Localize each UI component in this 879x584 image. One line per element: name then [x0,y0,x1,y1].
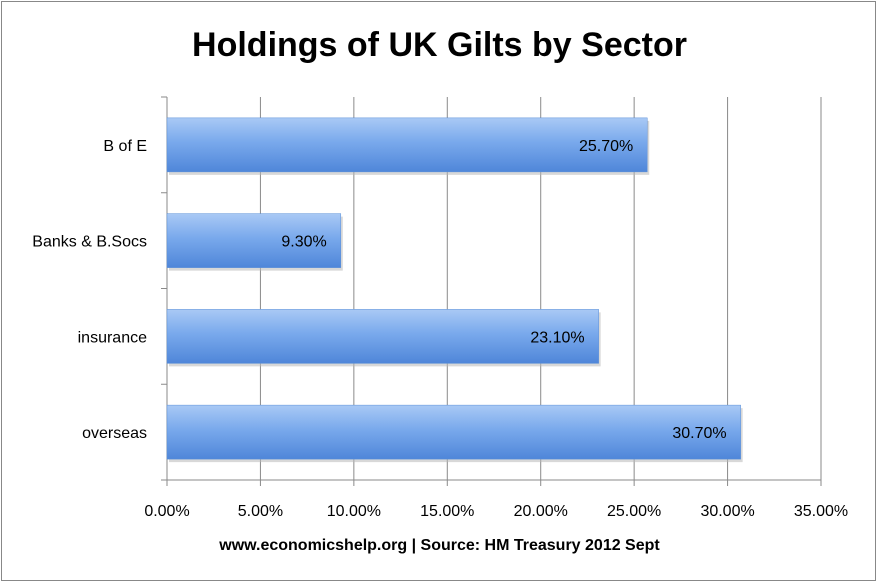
value-label-2: 23.10% [530,329,584,346]
bar-1 [166,213,342,268]
value-label-0: 25.70% [579,138,633,155]
x-tick-label-2: 10.00% [327,503,381,520]
category-labels: B of E Banks & B.Socs insurance overseas [32,138,147,442]
bar-series: 25.70% 9.30% 23.10% 30.70% [166,117,743,463]
bar-2 [166,309,599,364]
x-tick-label-3: 15.00% [420,503,474,520]
x-tick-labels: 0.00% 5.00% 10.00% 15.00% 20.00% 25.00% 30.00%… [144,503,848,520]
x-tick-label-6: 30.00% [700,503,754,520]
x-tick-label-4: 20.00% [514,503,568,520]
category-label-0: B of E [103,138,147,155]
x-tick-label-0: 0.00% [144,503,189,520]
bar-3 [166,404,741,460]
value-label-1: 9.30% [281,234,326,251]
x-tick-label-7: 35.00% [794,503,848,520]
x-axis-label: www.economicshelp.org | Source: HM Treas… [219,537,660,554]
category-label-2: insurance [78,329,147,346]
chart-title: Holdings of UK Gilts by Sector [192,26,687,64]
bar-0 [166,117,648,173]
value-label-3: 30.70% [672,425,726,442]
category-label-3: overseas [82,425,147,442]
x-tick-label-5: 25.00% [607,503,661,520]
category-label-1: Banks & B.Socs [32,234,147,251]
x-tick-label-1: 5.00% [238,503,283,520]
